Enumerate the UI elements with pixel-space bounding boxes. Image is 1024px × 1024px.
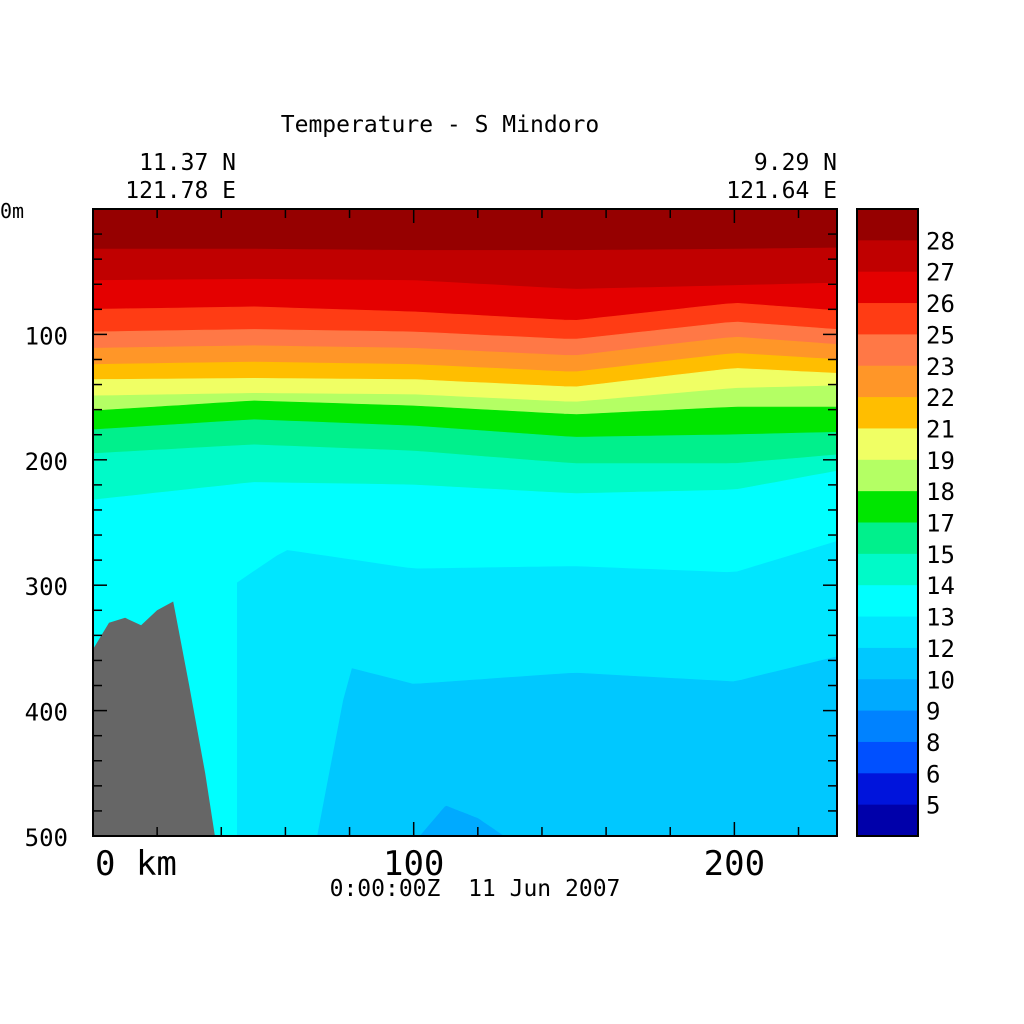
y-tick-label: 100 (25, 322, 68, 350)
colorbar-swatch (857, 209, 918, 241)
colorbar-label: 15 (926, 541, 955, 569)
end-longitude: 121.64 E (726, 178, 837, 204)
colorbar-label: 6 (926, 760, 940, 788)
colorbar-swatch (857, 428, 918, 461)
colorbar-frame (856, 208, 919, 837)
distance-axis-labels: 0 km 100 200 (95, 844, 765, 884)
end-latitude: 9.29 N (754, 150, 837, 176)
colorbar-swatch (857, 303, 918, 335)
colorbar-swatch (857, 553, 918, 586)
colorbar-swatch (857, 585, 918, 618)
x-tick-label: 100 (383, 844, 444, 884)
colorbar-label: 27 (926, 259, 955, 287)
colorbar-label: 18 (926, 478, 955, 506)
colorbar-label: 21 (926, 416, 955, 444)
colorbar-swatch (857, 334, 918, 367)
colorbar-swatch (857, 459, 918, 492)
temperature-contour-fill (93, 209, 837, 836)
x-tick-label: 0 km (95, 844, 177, 884)
colorbar-swatch (857, 773, 918, 806)
y-tick-label: 500 (25, 824, 68, 852)
colorbar-label: 25 (926, 321, 955, 349)
seafloor-bathymetry (93, 601, 215, 836)
colorbar-swatch (857, 271, 918, 304)
start-longitude: 121.78 E (125, 178, 236, 204)
band-below-12 (317, 656, 837, 836)
colorbar-labels: 28 27 26 25 23 22 21 19 18 17 15 14 13 12 10 9 8 6 5 (926, 227, 955, 819)
colorbar-label: 12 (926, 635, 955, 663)
colorbar-label: 17 (926, 510, 955, 538)
axis-ticks (93, 209, 837, 836)
colorbar-swatch (857, 647, 918, 680)
timestamp: 0:00:00Z 11 Jun 2007 (330, 876, 621, 902)
depth-axis-labels: 0m 100 200 300 400 500 (0, 199, 68, 852)
colorbar-swatch (857, 741, 918, 774)
band-below-10 (419, 805, 505, 836)
y-tick-label: 400 (25, 699, 68, 727)
colorbar-swatch (857, 804, 918, 837)
plot-frame (92, 208, 838, 837)
colorbar-swatch (857, 522, 918, 555)
colorbar-swatch (857, 616, 918, 649)
colorbar-swatch (857, 491, 918, 524)
colorbar-label: 9 (926, 698, 940, 726)
colorbar-swatch (857, 365, 918, 398)
colorbar-label: 10 (926, 666, 955, 694)
chart-title: Temperature - S Mindoro (281, 112, 600, 138)
y-tick-label: 300 (25, 573, 68, 601)
temperature-colorbar (857, 209, 918, 837)
colorbar-label: 14 (926, 572, 955, 600)
x-tick-label: 200 (704, 844, 765, 884)
colorbar-label: 23 (926, 353, 955, 381)
colorbar-label: 5 (926, 792, 940, 820)
colorbar-swatch (857, 710, 918, 743)
colorbar-label: 26 (926, 290, 955, 318)
y-tick-label: 200 (25, 448, 68, 476)
colorbar-swatch (857, 679, 918, 712)
colorbar-swatch (857, 397, 918, 430)
colorbar-label: 19 (926, 447, 955, 475)
colorbar-label: 13 (926, 604, 955, 632)
y-tick-label: 0m (0, 199, 24, 223)
colorbar-swatch (857, 240, 918, 273)
start-latitude: 11.37 N (139, 150, 236, 176)
colorbar-label: 22 (926, 384, 955, 412)
colorbar-label: 8 (926, 729, 940, 757)
colorbar-label: 28 (926, 227, 955, 255)
